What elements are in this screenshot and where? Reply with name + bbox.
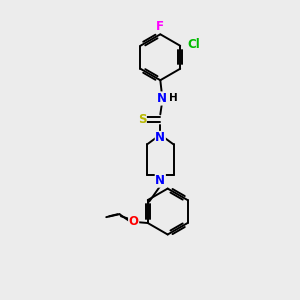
- Text: Cl: Cl: [187, 38, 200, 51]
- Text: S: S: [138, 113, 146, 126]
- Text: N: N: [155, 174, 165, 187]
- Text: N: N: [157, 92, 167, 105]
- Text: N: N: [155, 131, 165, 144]
- Text: F: F: [156, 20, 164, 32]
- Text: O: O: [129, 215, 139, 228]
- Text: H: H: [169, 94, 177, 103]
